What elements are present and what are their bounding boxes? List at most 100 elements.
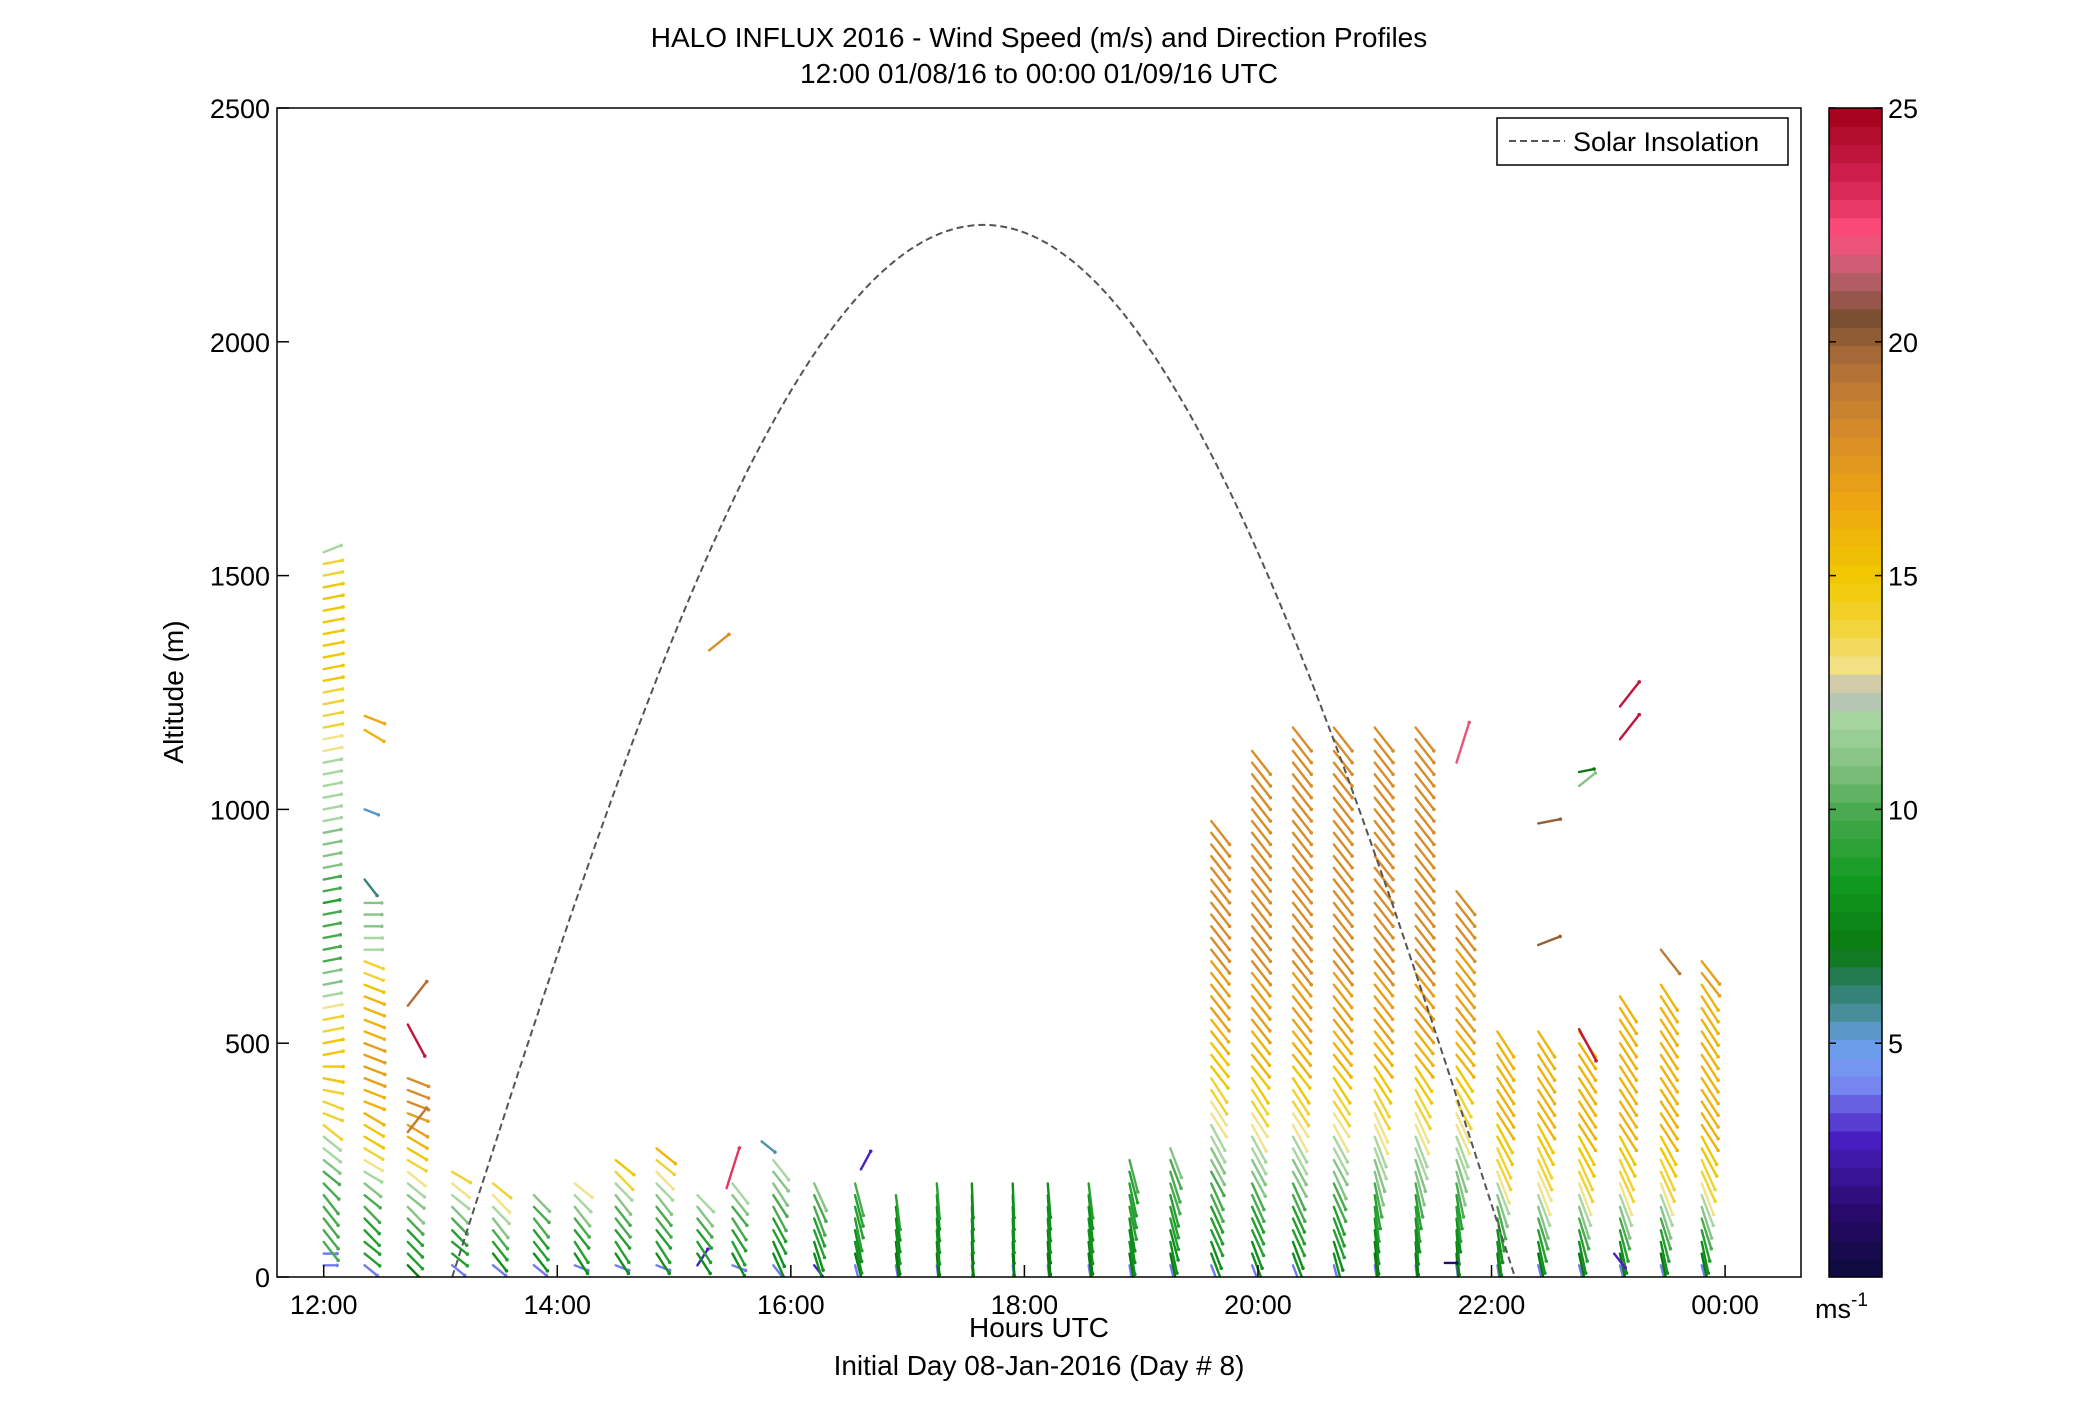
wind-barb bbox=[1659, 948, 1681, 975]
wind-barb bbox=[1414, 878, 1436, 905]
wind-barb bbox=[1210, 1205, 1224, 1234]
wind-barb-tip bbox=[1511, 1090, 1516, 1094]
wind-barb bbox=[450, 1193, 471, 1210]
wind-barb-tip bbox=[1472, 970, 1477, 975]
colorbar-segment bbox=[1829, 181, 1882, 200]
wind-barb bbox=[1210, 1252, 1222, 1277]
wind-barb bbox=[1618, 1053, 1638, 1082]
wind-barb-tip bbox=[746, 1201, 750, 1205]
wind-barb bbox=[1332, 854, 1354, 881]
wind-barb bbox=[322, 1038, 345, 1045]
wind-barb-tip bbox=[1464, 1189, 1469, 1194]
wind-barb-tip bbox=[503, 1273, 508, 1277]
wind-barb bbox=[1250, 936, 1272, 963]
wind-barb bbox=[1210, 1041, 1230, 1066]
wind-barb-tip bbox=[335, 1251, 339, 1256]
wind-barb-tip bbox=[1306, 1123, 1311, 1128]
wind-barb-tip bbox=[1466, 1176, 1470, 1181]
wind-barb-tip bbox=[1308, 1040, 1313, 1045]
wind-barb-tip bbox=[1268, 993, 1272, 998]
wind-barb-tip bbox=[1500, 1260, 1505, 1265]
wind-barb bbox=[1250, 784, 1272, 811]
wind-barb-tip bbox=[1350, 807, 1354, 812]
wind-barb-tip bbox=[382, 721, 387, 726]
wind-barb-tip bbox=[1461, 1215, 1466, 1219]
wind-barb bbox=[1577, 1088, 1597, 1117]
wind-barb-tip bbox=[1511, 1078, 1516, 1083]
wind-barb bbox=[1577, 1240, 1587, 1275]
wind-barb-tip bbox=[1227, 865, 1232, 870]
wind-barb bbox=[812, 1182, 828, 1212]
wind-barb bbox=[1210, 995, 1231, 1021]
colorbar-segment bbox=[1829, 820, 1882, 840]
wind-barb bbox=[363, 1018, 386, 1029]
wind-barb-tip bbox=[859, 1259, 864, 1264]
wind-barb-tip bbox=[745, 1212, 750, 1216]
wind-barb-tip bbox=[382, 1037, 387, 1041]
colorbar-segment bbox=[1829, 966, 1882, 986]
wind-barb bbox=[1250, 1088, 1269, 1116]
wind-barb bbox=[614, 1205, 632, 1227]
wind-barb-tip bbox=[341, 605, 345, 609]
wind-barb bbox=[363, 1053, 386, 1064]
wind-barb-tip bbox=[1391, 877, 1395, 882]
wind-barb bbox=[1618, 1170, 1635, 1203]
wind-barb bbox=[1291, 948, 1313, 975]
wind-barb bbox=[1332, 901, 1354, 928]
wind-barb bbox=[1700, 1030, 1720, 1059]
wind-barb-tip bbox=[382, 1060, 387, 1065]
wind-barb bbox=[322, 629, 345, 636]
wind-barb-tip bbox=[1634, 1066, 1639, 1071]
wind-barb-tip bbox=[786, 1177, 791, 1182]
wind-barb-tip bbox=[1384, 1165, 1388, 1169]
wind-barb-tip bbox=[1268, 842, 1273, 847]
wind-barb-tip bbox=[859, 1271, 864, 1275]
wind-barb-tip bbox=[1458, 1239, 1463, 1244]
wind-barb-tip bbox=[1552, 1113, 1557, 1118]
colorbar-unit-exponent: -1 bbox=[1851, 1290, 1868, 1311]
wind-barb bbox=[1496, 1053, 1515, 1082]
wind-barb bbox=[1291, 1217, 1306, 1245]
wind-barb bbox=[1414, 796, 1436, 823]
wind-barb bbox=[1332, 1100, 1351, 1127]
wind-barb bbox=[1496, 1135, 1514, 1166]
wind-barb-tip bbox=[1132, 1291, 1136, 1295]
wind-barb-tip bbox=[1350, 784, 1354, 788]
wind-barb-tip bbox=[1716, 1136, 1720, 1141]
wind-barb-tip bbox=[1266, 1101, 1270, 1105]
wind-barb-tip bbox=[1309, 901, 1314, 905]
wind-barb bbox=[894, 1229, 902, 1265]
wind-barb-tip bbox=[1420, 1215, 1425, 1219]
wind-barb-tip bbox=[1268, 784, 1273, 788]
wind-barb-tip bbox=[1379, 1215, 1384, 1219]
wind-barb-tip bbox=[1350, 795, 1354, 800]
wind-barb bbox=[1128, 1217, 1137, 1253]
colorbar-tick-label: 25 bbox=[1888, 94, 1918, 124]
wind-barb bbox=[1332, 808, 1354, 834]
wind-barb-tip bbox=[1629, 1212, 1634, 1217]
wind-barb-tip bbox=[1048, 1215, 1053, 1220]
wind-barb bbox=[1455, 1006, 1476, 1033]
wind-barb-tip bbox=[671, 1187, 675, 1191]
wind-barb bbox=[1455, 1088, 1473, 1118]
wind-barb bbox=[1659, 1240, 1669, 1275]
wind-barb-tip bbox=[785, 1203, 790, 1208]
wind-barb-tip bbox=[339, 967, 343, 972]
wind-barb bbox=[1618, 1077, 1638, 1105]
wind-barb-tip bbox=[1345, 1171, 1350, 1176]
wind-barb-tip bbox=[1309, 889, 1314, 893]
wind-barb bbox=[1291, 738, 1313, 764]
wind-barb-tip bbox=[1220, 1230, 1225, 1234]
wind-barb bbox=[1618, 1147, 1637, 1178]
wind-barb-tip bbox=[1391, 982, 1395, 987]
wind-barb bbox=[1659, 1123, 1679, 1152]
wind-barb bbox=[1659, 1205, 1672, 1240]
wind-barb-tip bbox=[1175, 1289, 1179, 1293]
wind-barb bbox=[1373, 1077, 1392, 1105]
wind-barb-tip bbox=[1623, 1265, 1627, 1270]
wind-barb-tip bbox=[464, 1243, 469, 1248]
wind-barb bbox=[532, 1217, 550, 1239]
wind-barb bbox=[1210, 1100, 1228, 1127]
wind-barb-tip bbox=[1309, 772, 1314, 777]
wind-barb bbox=[1332, 995, 1353, 1021]
